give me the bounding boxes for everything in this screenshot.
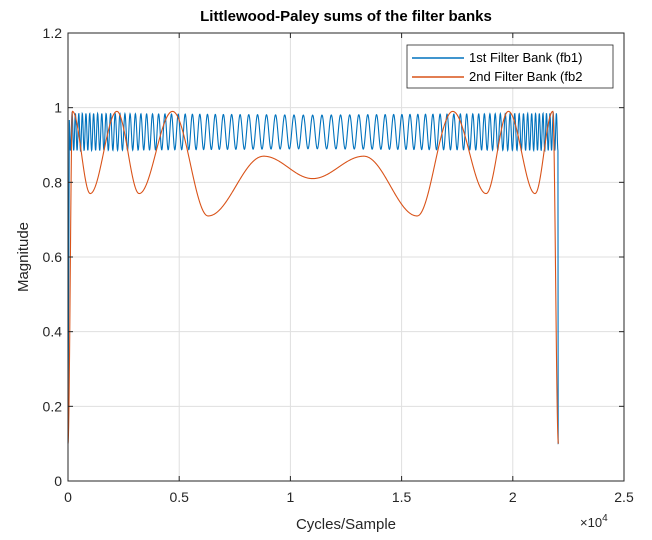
x-tick-label: 2: [509, 489, 517, 505]
legend-label-fb2: 2nd Filter Bank (fb2: [469, 69, 582, 84]
y-tick-label: 0.8: [43, 174, 63, 190]
x-tick-label: 1: [287, 489, 295, 505]
grid: [68, 33, 624, 481]
y-tick-label: 1: [54, 100, 62, 116]
x-axis-exponent: ×104: [580, 513, 608, 530]
x-tick-label: 0.5: [169, 489, 189, 505]
y-axis-label: Magnitude: [15, 222, 32, 292]
x-tick-label: 2.5: [614, 489, 634, 505]
legend-label-fb1: 1st Filter Bank (fb1): [469, 50, 582, 65]
y-tick-label: 0.2: [43, 398, 63, 414]
series-line-fb1: [67, 111, 559, 445]
x-tick-label: 1.5: [392, 489, 412, 505]
x-axis-exponent-base: ×10: [580, 515, 602, 530]
y-tick-label: 0.4: [43, 324, 63, 340]
legend: 1st Filter Bank (fb1) 2nd Filter Bank (f…: [406, 44, 614, 89]
chart-title: Littlewood-Paley sums of the filter bank…: [200, 8, 492, 25]
y-tick-label: 0.6: [43, 249, 63, 265]
legend-box: [406, 44, 614, 89]
ticks: 0 0.5 1 1.5 2 2.5 0 0.2 0.4 0.6 0.8 1 1.2: [43, 25, 634, 505]
series-line-fb2: [67, 110, 559, 444]
series-layer: [67, 110, 559, 445]
x-tick-label: 0: [64, 489, 72, 505]
x-axis-exponent-power: 4: [602, 513, 608, 524]
y-tick-label: 0: [54, 473, 62, 489]
y-tick-label: 1.2: [43, 25, 63, 41]
x-axis-label: Cycles/Sample: [296, 516, 396, 533]
